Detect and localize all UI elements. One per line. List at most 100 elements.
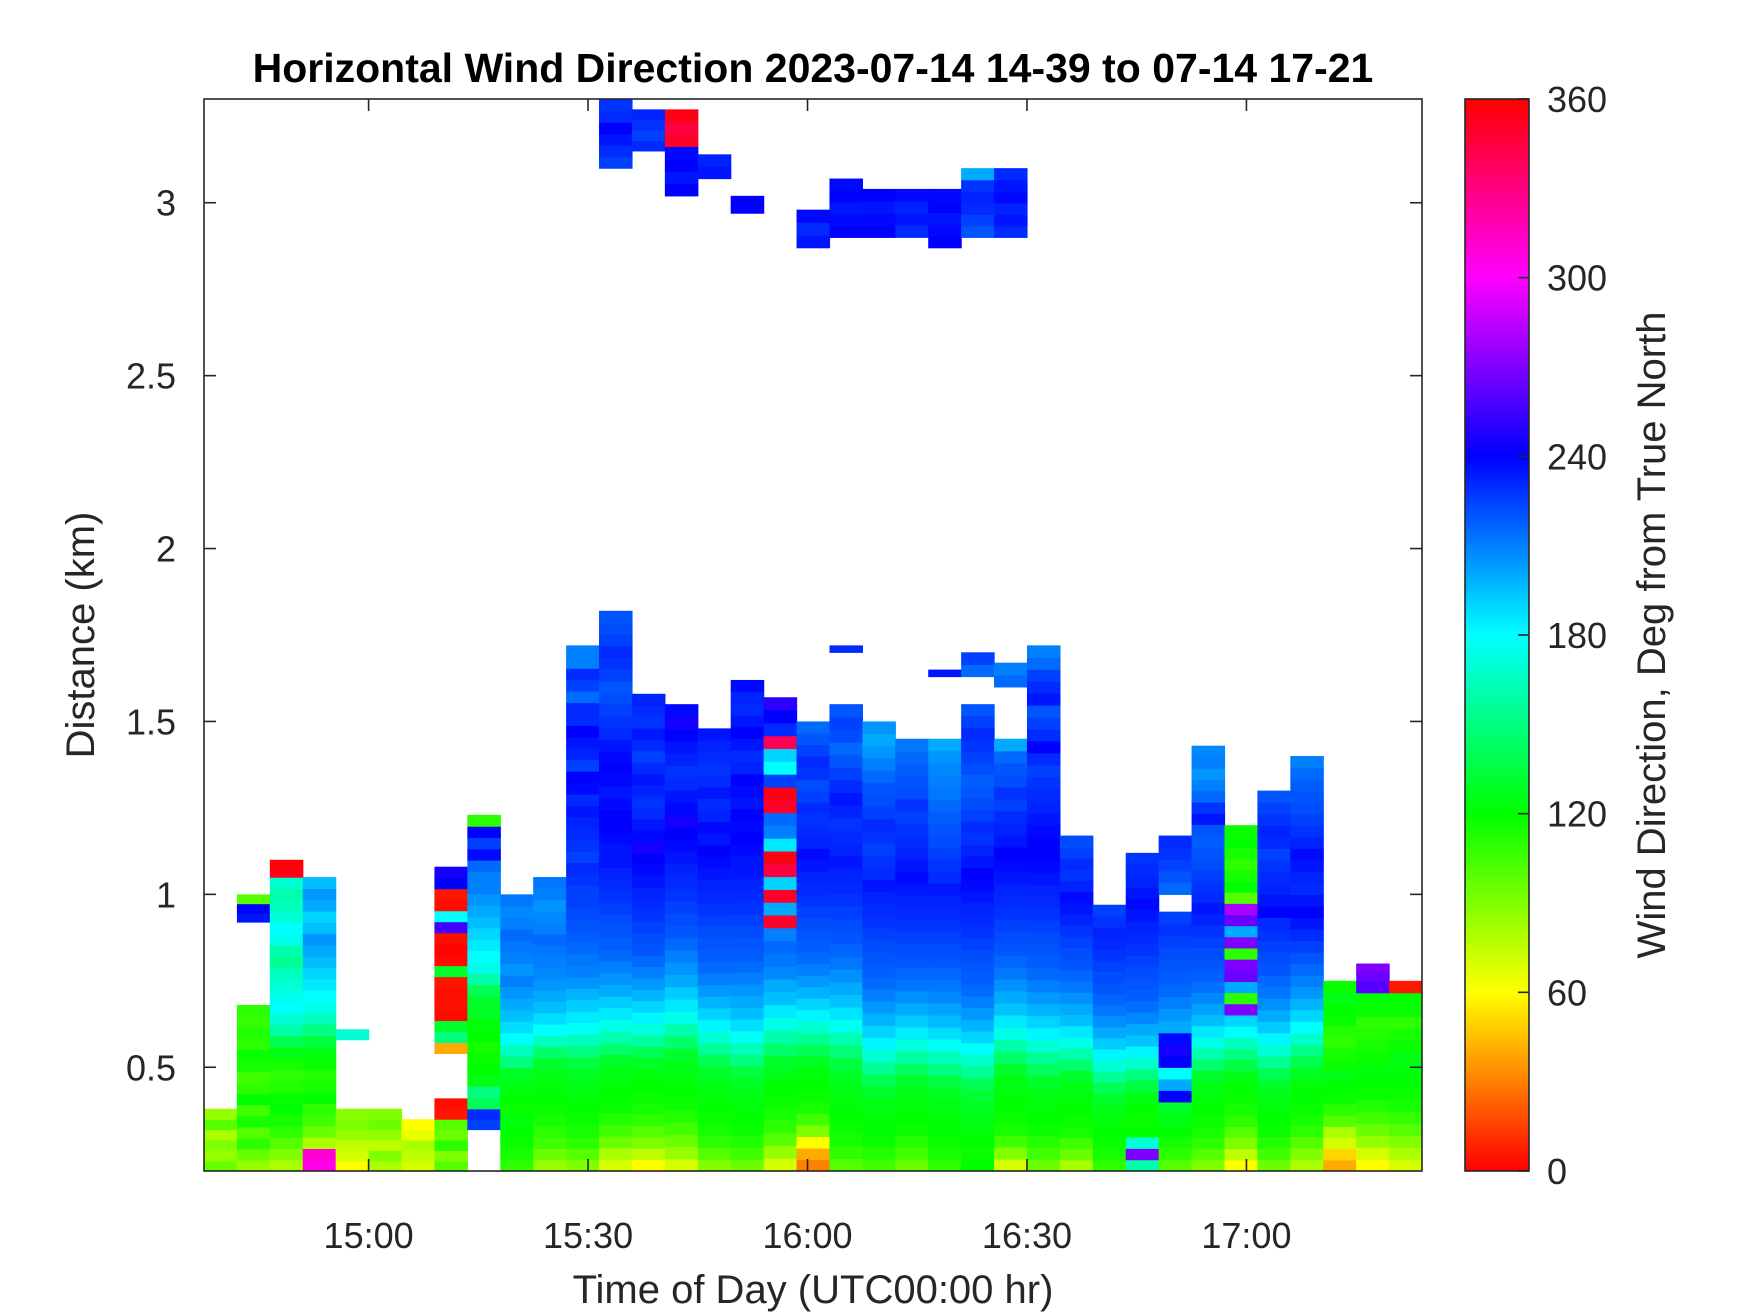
heatmap-cell (1290, 802, 1324, 815)
heatmap-cell (664, 962, 699, 976)
heatmap-cell (566, 1068, 600, 1081)
heatmap-cell (1059, 1025, 1094, 1038)
heatmap-cell (599, 785, 633, 799)
heatmap-cell (599, 890, 633, 904)
heatmap-cell (763, 710, 798, 724)
heatmap-cell (928, 822, 962, 836)
heatmap-cell (895, 798, 929, 812)
heatmap-cell (599, 1019, 633, 1032)
heatmap-cell (335, 1108, 370, 1120)
heatmap-cell (763, 1017, 798, 1031)
heatmap-cell (1191, 992, 1226, 1004)
heatmap-cell (895, 942, 929, 956)
heatmap-cell (928, 1050, 962, 1064)
heatmap-cell (1158, 1159, 1193, 1171)
heatmap-cell (500, 1055, 534, 1068)
heatmap-cell (467, 984, 501, 997)
heatmap-cell (335, 1029, 370, 1041)
heatmap-cell (1125, 955, 1160, 968)
heatmap-cell (1125, 1148, 1160, 1161)
heatmap-cell (500, 986, 534, 999)
heatmap-cell (1125, 1114, 1160, 1127)
heatmap-cell (796, 986, 831, 999)
heatmap-cell (862, 952, 896, 966)
heatmap-cell (1059, 1048, 1094, 1060)
heatmap-cell (1323, 991, 1357, 1004)
heatmap-cell (994, 1122, 1028, 1136)
heatmap-cell (1059, 1103, 1094, 1116)
heatmap-cell (368, 1108, 403, 1120)
heatmap-cell (566, 988, 600, 1001)
heatmap-cell (1026, 729, 1061, 742)
heatmap-cell (1356, 1075, 1390, 1089)
heatmap-cell (1026, 693, 1061, 706)
heatmap-cell (1191, 1092, 1226, 1105)
heatmap-cell (1026, 836, 1061, 850)
heatmap-cell (862, 940, 896, 953)
heatmap-cell (1389, 1016, 1422, 1029)
heatmap-cell (994, 990, 1028, 1004)
heatmap-cell (895, 906, 929, 920)
heatmap-cell (961, 739, 995, 752)
heatmap-cell (1257, 986, 1291, 999)
heatmap-cell (599, 110, 633, 123)
heatmap-cell (204, 1160, 238, 1171)
heatmap-cell (566, 885, 600, 898)
heatmap-cell (1323, 1025, 1357, 1038)
heatmap-cell (566, 736, 600, 749)
heatmap-cell (1158, 935, 1193, 949)
heatmap-cell (994, 202, 1028, 215)
heatmap-cell (1257, 871, 1291, 884)
heatmap-cell (269, 868, 304, 878)
heatmap-cell (1026, 944, 1061, 957)
heatmap-cell (631, 1125, 666, 1138)
heatmap-cell (566, 1113, 600, 1126)
heatmap-cell (1026, 1087, 1061, 1100)
heatmap-cell (829, 779, 863, 794)
heatmap-cell (1257, 859, 1291, 872)
heatmap-cell (1158, 882, 1193, 895)
heatmap-cell (730, 1135, 765, 1149)
heatmap-cell (500, 1090, 534, 1103)
heatmap-cell (1125, 864, 1160, 877)
colorbar-tick-label: 360 (1547, 79, 1607, 120)
colorbar-tick-label: 120 (1547, 794, 1607, 835)
heatmap-cell (1026, 860, 1061, 873)
heatmap-cell (631, 989, 666, 1002)
heatmap-cell (631, 841, 666, 854)
heatmap-cell (895, 738, 929, 752)
heatmap-cell (928, 774, 962, 788)
heatmap-cell (1224, 959, 1259, 971)
heatmap-cell (1389, 1135, 1422, 1148)
heatmap-cell (1257, 1055, 1291, 1068)
heatmap-cell (994, 1062, 1028, 1076)
heatmap-cell (1158, 870, 1193, 884)
heatmap-cell (566, 1022, 600, 1035)
heatmap-cell (500, 905, 534, 919)
heatmap-cell (1191, 1148, 1226, 1161)
heatmap-cell (1422, 975, 1456, 987)
heatmap-cell (566, 816, 600, 829)
heatmap-cell (269, 1035, 304, 1048)
heatmap-cell (697, 1054, 732, 1067)
heatmap-cell (1158, 911, 1193, 925)
heatmap-cell (1092, 904, 1127, 917)
heatmap-cell (1290, 1090, 1324, 1103)
heatmap-cell (236, 1148, 271, 1161)
heatmap-cell (664, 863, 699, 877)
heatmap-cell (994, 1038, 1028, 1052)
heatmap-cell (862, 915, 896, 929)
heatmap-cell (730, 1100, 765, 1114)
heatmap-cell (1125, 1159, 1160, 1171)
heatmap-cell (862, 757, 896, 771)
heatmap-cell (1290, 825, 1324, 838)
heatmap-cell (697, 844, 732, 858)
heatmap-cell (829, 202, 863, 215)
heatmap-cell (1389, 980, 1422, 994)
heatmap-cell (467, 995, 501, 1008)
heatmap-cell (631, 750, 666, 763)
heatmap-cell (566, 702, 600, 715)
heatmap-cell (1092, 915, 1127, 928)
heatmap-cell (796, 859, 831, 872)
